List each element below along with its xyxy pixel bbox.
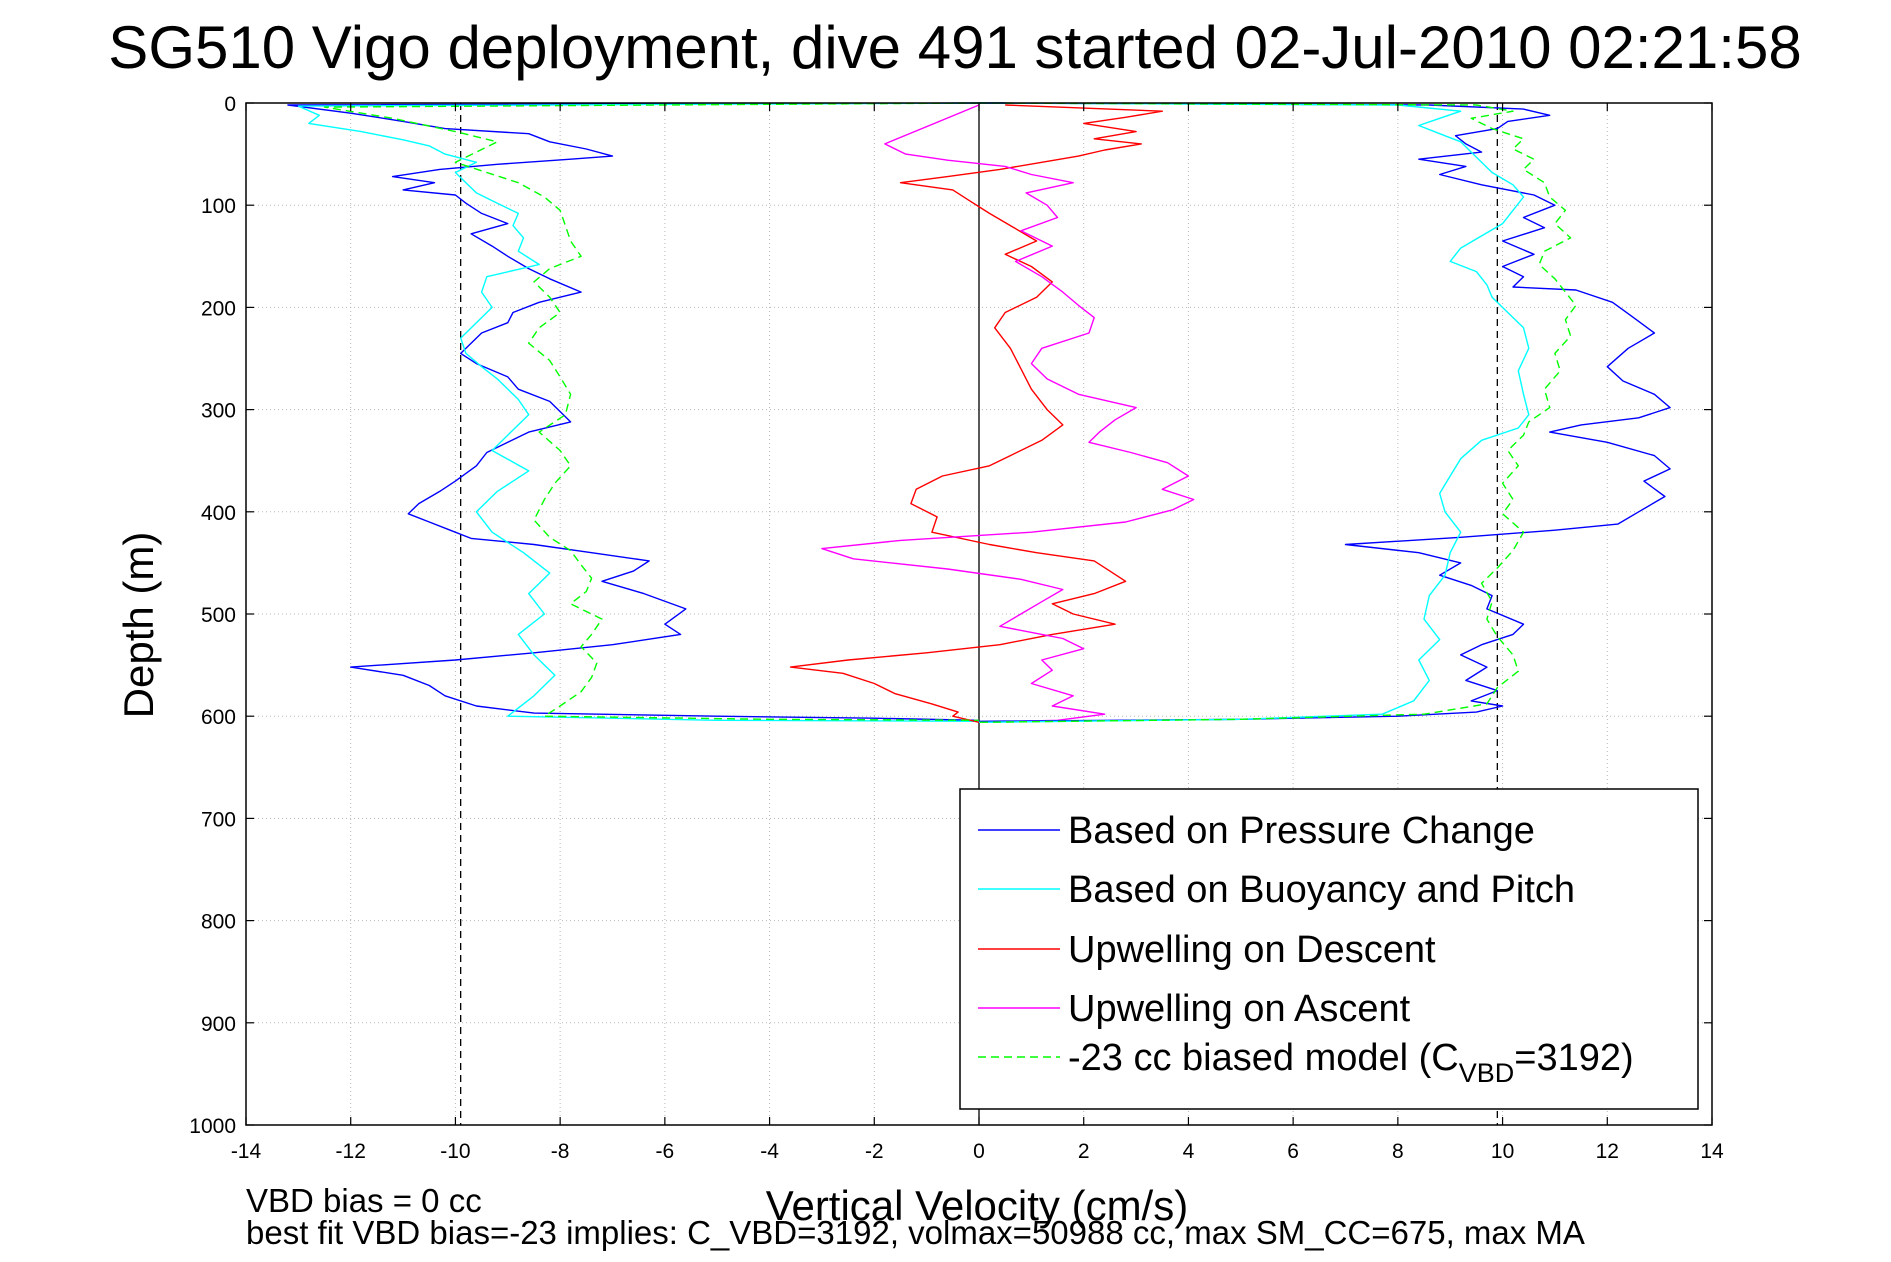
series-line-0 (287, 102, 1006, 721)
series-layer (287, 102, 1671, 723)
y-axis-label: Depth (m) (115, 532, 162, 719)
tick-layer: -14 -12 -10 -8 -6 -4 -2 0 2 4 6 8 10 12 14 0 100 200 300 40… (189, 93, 1724, 1163)
x-tick-label: 8 (1392, 1140, 1404, 1163)
legend-label: Based on Buoyancy and Pitch (1068, 869, 1575, 911)
x-tick-label: 12 (1596, 1140, 1619, 1163)
x-tick-label: 14 (1700, 1140, 1724, 1163)
x-tick-label: 2 (1078, 1140, 1090, 1163)
legend-label: Upwelling on Ascent (1068, 988, 1411, 1030)
y-tick-label: 900 (201, 1013, 236, 1036)
series-line-5 (978, 102, 1671, 722)
y-tick-label: 0 (224, 93, 236, 116)
y-tick-label: 600 (201, 706, 236, 729)
x-axis-label: Vertical Velocity (cm/s) (766, 1182, 1188, 1229)
x-tick-label: -4 (760, 1140, 779, 1163)
series-line-6 (978, 102, 1530, 723)
x-tick-label: -10 (440, 1140, 470, 1163)
series-line-7 (978, 102, 1577, 723)
y-tick-label: 300 (201, 400, 236, 423)
y-tick-label: 500 (201, 604, 236, 627)
x-tick-label: -6 (656, 1140, 675, 1163)
x-tick-label: 0 (973, 1140, 985, 1163)
y-tick-label: 100 (201, 195, 236, 218)
series-line-4 (323, 102, 980, 721)
best-fit-note: best fit VBD bias=-23 implies: C_VBD=319… (246, 1214, 1585, 1251)
y-tick-label: 1000 (189, 1115, 236, 1138)
x-tick-label: 10 (1491, 1140, 1514, 1163)
x-tick-label: -2 (865, 1140, 884, 1163)
y-tick-label: 700 (201, 808, 236, 831)
x-tick-label: 6 (1287, 1140, 1299, 1163)
x-tick-label: 4 (1183, 1140, 1195, 1163)
series-line-2 (789, 104, 1163, 723)
x-tick-label: -8 (551, 1140, 570, 1163)
chart-title: SG510 Vigo deployment, dive 491 started … (108, 14, 1801, 81)
legend-label: Based on Pressure Change (1068, 810, 1535, 852)
vbd-bias-note: VBD bias = 0 cc (246, 1182, 482, 1219)
x-tick-label: -14 (231, 1140, 262, 1163)
legend: Based on Pressure Change Based on Buoyanc… (959, 788, 1699, 1110)
legend-label: Upwelling on Descent (1068, 929, 1436, 971)
y-tick-label: 200 (201, 297, 236, 320)
series-line-3 (821, 104, 1195, 723)
x-tick-label: -12 (336, 1140, 366, 1163)
legend-box (959, 788, 1699, 1110)
y-tick-label: 400 (201, 502, 236, 525)
y-tick-label: 800 (201, 911, 236, 934)
legend-items: Based on Pressure Change Based on Buoyanc… (978, 810, 1634, 1088)
series-line-1 (297, 102, 980, 722)
